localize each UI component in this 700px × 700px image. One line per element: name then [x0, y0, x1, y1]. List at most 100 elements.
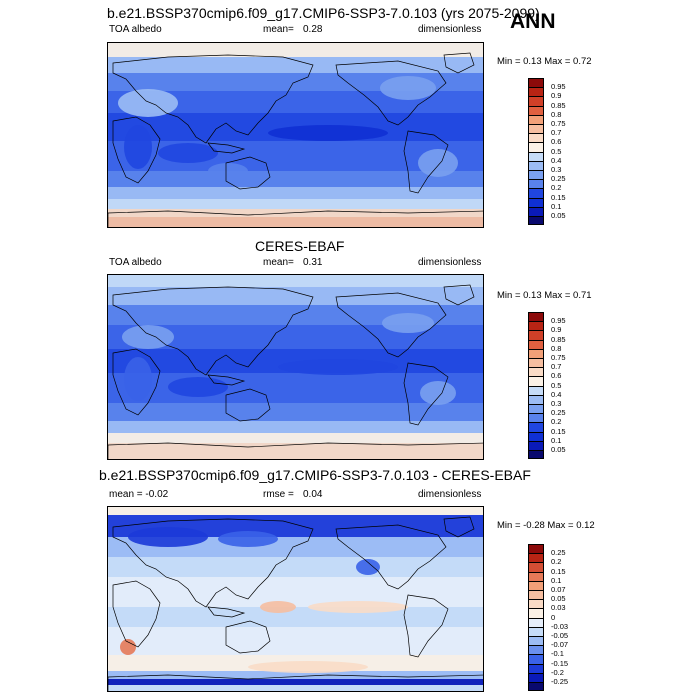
- colorbar-tick-label: 0.85: [551, 100, 566, 110]
- colorbar-tick-label: 0.1: [551, 435, 562, 445]
- colorbar-box: [528, 608, 544, 618]
- colorbar-box: [528, 197, 544, 207]
- panel1-map-field: [108, 43, 483, 227]
- colorbar-tick-label: 0.15: [551, 426, 566, 436]
- colorbar-box: [528, 385, 544, 395]
- colorbar-box: [528, 367, 544, 377]
- colorbar-box: [528, 440, 544, 450]
- colorbar-tick-label: -0.25: [551, 677, 569, 686]
- panel2-title: CERES-EBAF: [255, 238, 345, 254]
- colorbar-tick-label: 0.05: [551, 594, 566, 604]
- colorbar-tick-label: -0.2: [551, 667, 564, 677]
- colorbar-box: [528, 87, 544, 97]
- panel1-map: [107, 42, 484, 228]
- panel2-units: dimensionless: [418, 257, 482, 268]
- colorbar-box: [528, 142, 544, 152]
- panel1-variable: TOA albedo: [109, 24, 162, 35]
- colorbar-box: [528, 580, 544, 590]
- colorbar-box: [528, 450, 544, 460]
- colorbar-tick-label: 0.07: [551, 585, 566, 594]
- colorbar-box: [528, 431, 544, 441]
- colorbar-tick-label: 0.1: [551, 201, 562, 211]
- colorbar-tick-label: -0.1: [551, 649, 564, 659]
- panel2-variable: TOA albedo: [109, 257, 162, 268]
- colorbar-tick-label: 0.4: [551, 155, 562, 165]
- colorbar-box: [528, 422, 544, 432]
- panel3-map: [107, 506, 484, 692]
- colorbar-box: [528, 553, 544, 563]
- colorbar-box: [528, 617, 544, 627]
- colorbar-box: [528, 645, 544, 655]
- colorbar-box: [528, 321, 544, 331]
- colorbar-box: [528, 151, 544, 161]
- panel1-minmax: Min = 0.13 Max = 0.72: [497, 56, 592, 67]
- colorbar-tick-label: 0.25: [551, 408, 566, 418]
- colorbar-tick-label: -0.15: [551, 658, 569, 668]
- colorbar-box: [528, 413, 544, 423]
- colorbar-tick-label: 0.8: [551, 109, 562, 119]
- colorbar-box: [528, 394, 544, 404]
- colorbar-box: [528, 544, 544, 554]
- colorbar-box: [528, 78, 544, 88]
- colorbar-box: [528, 330, 544, 340]
- panel2-map: [107, 274, 484, 460]
- colorbar-tick-label: 0.9: [551, 91, 562, 101]
- colorbar-box: [528, 179, 544, 189]
- colorbar-tick-label: 0.85: [551, 334, 566, 344]
- colorbar-tick-label: 0.95: [551, 316, 566, 326]
- panel3-units: dimensionless: [418, 489, 482, 500]
- panel3-minmax: Min = -0.28 Max = 0.12: [497, 520, 595, 531]
- colorbar-box: [528, 133, 544, 143]
- panel1-units: dimensionless: [418, 24, 482, 35]
- panel2-minmax: Min = 0.13 Max = 0.71: [497, 290, 592, 301]
- panel3-map-field: [108, 507, 483, 691]
- colorbar-box: [528, 599, 544, 609]
- colorbar-tick-label: 0.2: [551, 557, 562, 567]
- colorbar-box: [528, 562, 544, 572]
- colorbar-tick-label: 0.2: [551, 417, 562, 427]
- panel3-title: b.e21.BSSP370cmip6.f09_g17.CMIP6-SSP3-7.…: [99, 467, 531, 483]
- colorbar-tick-label: 0.25: [551, 174, 566, 184]
- colorbar-tick-label: -0.07: [551, 640, 569, 650]
- colorbar-tick-label: 0.5: [551, 380, 562, 390]
- colorbar-tick-label: 0.03: [551, 603, 566, 613]
- colorbar-tick-label: 0.75: [551, 353, 566, 362]
- panel1-mean-label: mean=: [263, 24, 294, 35]
- colorbar-tick-label: 0.4: [551, 389, 562, 399]
- colorbar-tick-label: 0.95: [551, 82, 566, 92]
- panel2-mean-label: mean=: [263, 257, 294, 268]
- panel1-title: b.e21.BSSP370cmip6.f09_g17.CMIP6-SSP3-7.…: [107, 5, 540, 21]
- colorbar-tick-label: 0.7: [551, 362, 562, 372]
- colorbar-tick-label: 0.05: [551, 211, 566, 220]
- panel3-rmse-label: rmse =: [263, 489, 294, 500]
- colorbar-box: [528, 124, 544, 134]
- colorbar-box: [528, 114, 544, 124]
- panel2-map-field: [108, 275, 483, 459]
- colorbar-tick-label: 0.2: [551, 183, 562, 193]
- colorbar-tick-label: 0.6: [551, 137, 562, 147]
- colorbar-tick-label: 0.25: [551, 548, 566, 558]
- colorbar-tick-label: 0: [551, 612, 556, 622]
- colorbar-tick-label: 0.6: [551, 371, 562, 381]
- colorbar-tick-label: 0.3: [551, 165, 562, 174]
- colorbar-tick-label: 0.3: [551, 399, 562, 408]
- colorbar-box: [528, 170, 544, 180]
- colorbar-tick-label: -0.05: [551, 631, 569, 640]
- colorbar-box: [528, 105, 544, 115]
- colorbar-box: [528, 188, 544, 198]
- colorbar-box: [528, 663, 544, 673]
- colorbar-box: [528, 339, 544, 349]
- panel3-rmse-value: 0.04: [303, 489, 323, 500]
- colorbar-box: [528, 348, 544, 358]
- colorbar-box: [528, 358, 544, 368]
- panel1-mean-value: 0.28: [303, 24, 323, 35]
- colorbar-tick-label: 0.5: [551, 146, 562, 156]
- panel3-mean: mean = -0.02: [109, 489, 169, 500]
- colorbar-box: [528, 160, 544, 170]
- colorbar-tick-label: 0.1: [551, 575, 562, 585]
- colorbar-tick-label: 0.9: [551, 325, 562, 335]
- colorbar-box: [528, 216, 544, 226]
- colorbar-tick-label: 0.05: [551, 445, 566, 454]
- colorbar-box: [528, 636, 544, 646]
- colorbar-box: [528, 654, 544, 664]
